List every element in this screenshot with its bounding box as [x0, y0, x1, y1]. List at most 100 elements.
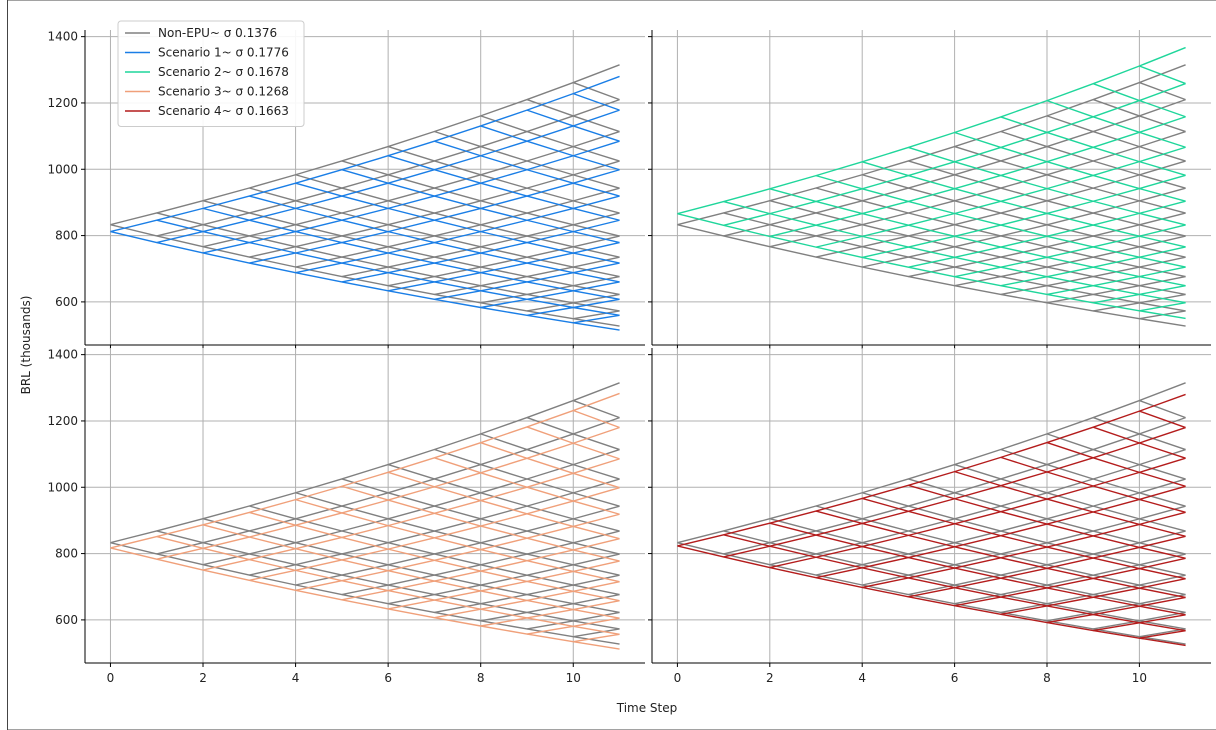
series-line — [480, 442, 620, 489]
series-line — [110, 547, 620, 650]
series-line — [156, 535, 620, 635]
series-line — [954, 557, 1186, 607]
series-line — [1000, 130, 1186, 189]
series-line — [1046, 266, 1186, 296]
x-tick-label: 0 — [674, 671, 682, 685]
series-line — [723, 530, 1186, 630]
series-line — [526, 426, 620, 460]
series-line — [1000, 456, 1186, 514]
series-line — [388, 235, 620, 287]
series-line — [908, 478, 1186, 555]
series-scenario-2 — [677, 46, 1186, 320]
y-tick-label: 1000 — [47, 162, 78, 176]
series-line — [387, 145, 620, 214]
series-line — [480, 125, 620, 171]
series-line — [769, 448, 1186, 566]
series-scenario-1 — [110, 75, 620, 331]
series-line — [387, 463, 620, 532]
series-line — [341, 169, 620, 244]
series-line — [295, 498, 620, 583]
y-tick-label: 1400 — [47, 348, 78, 362]
legend-entry: Scenario 1~ σ 0.1776 — [125, 46, 289, 60]
series-line — [1139, 630, 1186, 639]
series-line — [1139, 399, 1186, 419]
series-line — [723, 200, 1186, 304]
series-line — [249, 195, 620, 283]
series-line — [954, 470, 1186, 537]
series-line — [723, 212, 1186, 312]
series-line — [202, 448, 620, 566]
series-non-epu — [677, 382, 1186, 645]
series-line — [769, 457, 1186, 569]
series-line — [1139, 628, 1186, 638]
series-line — [723, 534, 1186, 632]
x-tick-label: 2 — [199, 671, 207, 685]
series-line — [573, 314, 620, 324]
y-tick-label: 1200 — [47, 414, 78, 428]
series-line — [434, 457, 620, 515]
y-tick-label: 800 — [55, 229, 78, 243]
series-line — [954, 463, 1186, 532]
legend-entry: Scenario 3~ σ 0.1268 — [125, 85, 289, 99]
series-line — [1000, 116, 1186, 177]
x-axis-title: Time Step — [616, 701, 678, 715]
series-line — [295, 187, 620, 268]
legend-entry: Scenario 4~ σ 0.1663 — [125, 104, 289, 118]
series-line — [202, 140, 620, 254]
series-line — [387, 155, 620, 221]
series-line — [202, 518, 620, 614]
series-line — [341, 160, 620, 237]
series-line — [1139, 302, 1186, 312]
series-line — [110, 75, 620, 233]
legend-entry: Scenario 2~ σ 0.1678 — [125, 65, 289, 79]
series-line — [480, 275, 620, 304]
series-line — [1046, 433, 1186, 480]
series-line — [677, 393, 1186, 547]
series-line — [677, 541, 1186, 645]
series-line — [1092, 416, 1186, 451]
series-line — [1046, 441, 1186, 488]
series-line — [573, 92, 620, 111]
legend-label: Non-EPU~ σ 0.1376 — [158, 26, 277, 40]
x-tick-label: 6 — [951, 671, 959, 685]
series-line — [1046, 99, 1186, 148]
series-line — [769, 188, 1186, 287]
series-line — [815, 187, 1186, 278]
series-line — [295, 505, 620, 586]
x-tick-label: 4 — [292, 671, 300, 685]
series-line — [677, 382, 1186, 544]
series-line — [388, 553, 620, 605]
x-tick-label: 8 — [1043, 671, 1051, 685]
x-tick-label: 0 — [107, 671, 115, 685]
series-line — [480, 593, 620, 622]
legend-box — [117, 20, 305, 127]
series-line — [862, 174, 1186, 259]
series-line — [573, 81, 620, 101]
panel-3: 600 800 1000 1200 1400 0 2 4 6 8 10 — [47, 348, 645, 685]
series-line — [387, 471, 620, 540]
series-line — [815, 174, 1186, 268]
series-line — [295, 492, 620, 576]
series-line — [769, 522, 1186, 616]
x-tick-label: 4 — [858, 671, 866, 685]
series-line — [341, 478, 620, 555]
series-line — [1092, 83, 1186, 118]
series-line — [388, 241, 620, 292]
series-line — [526, 109, 620, 142]
series-line — [110, 541, 620, 645]
y-axis-title: BRL (thousands) — [19, 296, 33, 395]
series-line — [388, 560, 620, 610]
y-tick-label: 800 — [55, 547, 78, 561]
series-line — [1000, 448, 1186, 507]
series-line — [295, 195, 620, 274]
y-tick-label: 1400 — [47, 30, 78, 44]
series-line — [480, 281, 620, 309]
series-line — [295, 182, 620, 264]
series-line — [677, 213, 1186, 320]
series-line — [110, 64, 620, 226]
series-line — [295, 513, 620, 591]
y-tick-label: 600 — [55, 613, 78, 627]
series-line — [480, 433, 620, 480]
series-line — [202, 207, 620, 301]
